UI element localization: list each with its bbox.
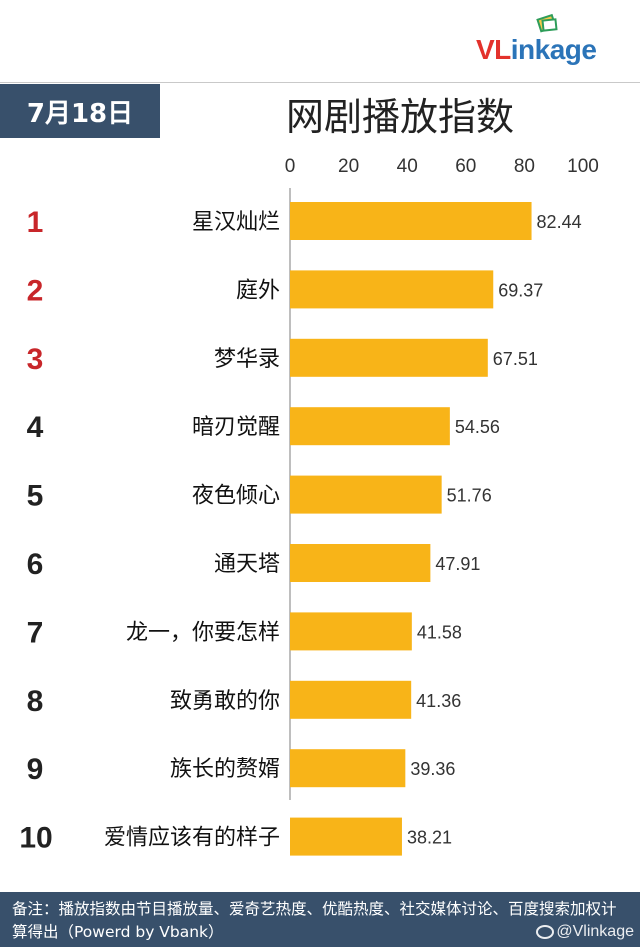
header-divider — [0, 82, 640, 83]
rank-number: 7 — [27, 616, 44, 649]
vlinkage-logo: VLinkage — [476, 12, 626, 72]
x-tick-label: 60 — [455, 156, 476, 177]
weibo-watermark: @Vlinkage — [536, 923, 634, 941]
rank-number: 4 — [27, 411, 44, 444]
value-label: 38.21 — [407, 828, 452, 848]
drama-name: 致勇敢的你 — [170, 689, 280, 714]
rank-number: 1 — [27, 206, 44, 239]
value-label: 54.56 — [455, 417, 500, 437]
bar — [290, 270, 494, 309]
logo-text: VLinkage — [476, 34, 597, 65]
footer-note: 备注：播放指数由节目播放量、爱奇艺热度、优酷热度、社交媒体讨论、百度搜索加权计算… — [0, 892, 640, 947]
drama-name: 龙一，你要怎样 — [126, 620, 280, 645]
bar — [290, 338, 488, 377]
rank-number: 6 — [27, 548, 44, 581]
value-label: 39.36 — [410, 759, 455, 779]
rank-number: 5 — [27, 480, 44, 513]
rank-number: 2 — [27, 274, 44, 307]
bar — [290, 817, 402, 856]
rank-number: 9 — [27, 753, 44, 786]
rank-number: 8 — [27, 685, 44, 718]
bar-chart: 0 20 40 60 80 100 1 星汉灿烂 82.44 2 庭外 69.37 3 梦华录 67.51 4… — [19, 156, 599, 856]
watermark-text: @Vlinkage — [556, 923, 634, 940]
x-tick-label: 80 — [514, 156, 535, 177]
bar — [290, 749, 406, 788]
bar — [290, 680, 412, 719]
drama-name: 通天塔 — [214, 552, 280, 577]
date-badge: 7月18日 — [0, 84, 160, 138]
rank-number: 10 — [19, 822, 52, 855]
chart-title: 网剧播放指数 — [285, 95, 514, 139]
value-label: 67.51 — [493, 349, 538, 369]
x-tick-label: 40 — [397, 156, 418, 177]
x-tick-label: 20 — [338, 156, 359, 177]
drama-name: 暗刃觉醒 — [192, 415, 280, 440]
logo-card-icon — [536, 13, 558, 33]
value-label: 47.91 — [435, 554, 480, 574]
value-label: 82.44 — [537, 212, 582, 232]
drama-name: 庭外 — [236, 278, 280, 303]
bar — [290, 612, 412, 651]
bar — [290, 475, 442, 514]
value-label: 69.37 — [498, 280, 543, 300]
footer-note-text: 备注：播放指数由节目播放量、爱奇艺热度、优酷热度、社交媒体讨论、百度搜索加权计算… — [12, 900, 617, 941]
x-tick-label: 100 — [567, 156, 599, 177]
weibo-icon — [536, 925, 555, 939]
drama-name: 梦华录 — [214, 347, 280, 372]
bar — [290, 544, 431, 582]
drama-name: 夜色倾心 — [192, 484, 280, 509]
rank-number: 3 — [27, 343, 44, 376]
drama-name: 爱情应该有的样子 — [104, 826, 280, 851]
value-label: 51.76 — [447, 486, 492, 506]
drama-name: 族长的赘婿 — [170, 757, 280, 782]
value-label: 41.58 — [417, 622, 462, 642]
header: VLinkage — [0, 0, 640, 80]
drama-name: 星汉灿烂 — [192, 210, 280, 235]
x-tick-label: 0 — [285, 156, 296, 177]
bar — [290, 202, 532, 240]
bar — [290, 407, 450, 446]
value-label: 41.36 — [416, 691, 461, 711]
